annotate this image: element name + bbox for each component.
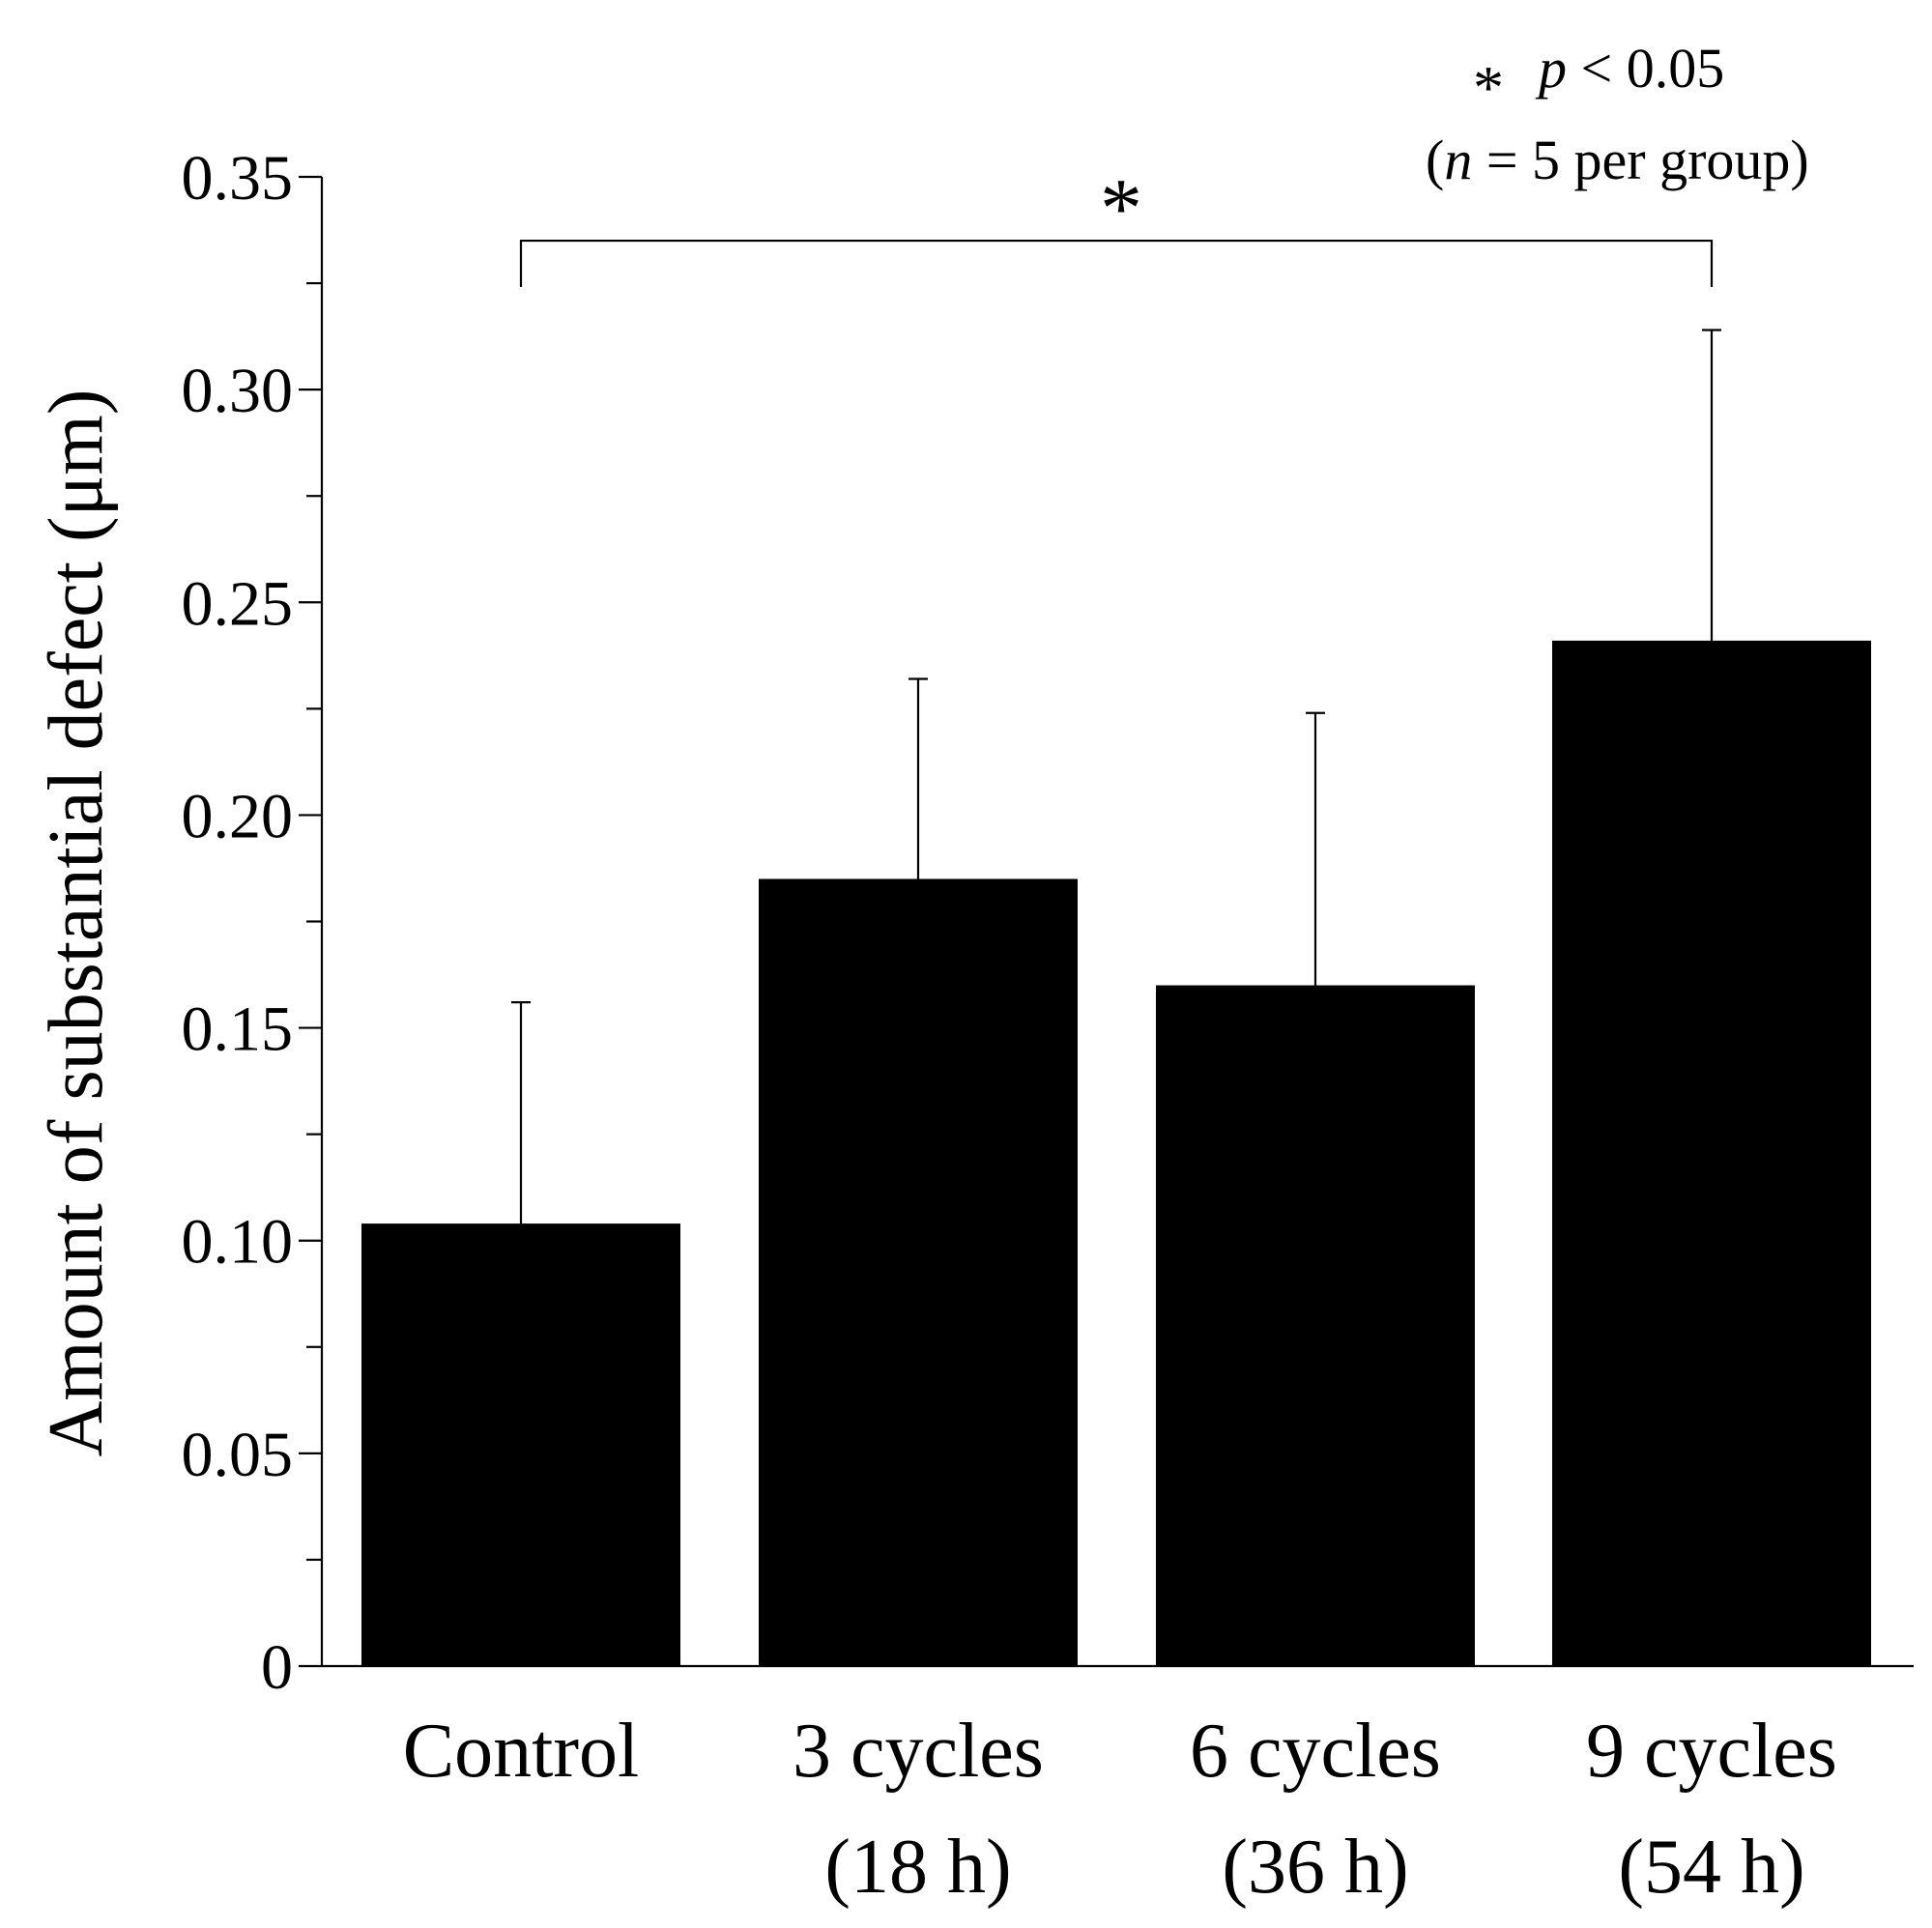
significance-note: * p < 0.05 (n = 5 per group)	[1426, 37, 1809, 191]
note-n-symbol: n	[1444, 129, 1472, 191]
note-p-value: p < 0.05	[1535, 37, 1724, 100]
error-bars	[511, 329, 1721, 1224]
note-n-open: (	[1426, 129, 1444, 191]
bar	[1552, 640, 1871, 1667]
y-tick-label: 0.20	[182, 781, 294, 851]
note-sample-size: (n = 5 per group)	[1426, 129, 1809, 191]
y-axis-title: Amount of substantial defect (μm)	[34, 389, 119, 1457]
bars	[361, 640, 1871, 1667]
x-tick-label-sub: (54 h)	[1618, 1825, 1804, 1910]
x-axis-labels: Control 3 cycles (18 h) 6 cycles (36 h) 9 cyc…	[403, 1709, 1837, 1910]
bar	[1156, 985, 1475, 1666]
x-tick-label: 3 cycles	[793, 1709, 1044, 1794]
bracket-line	[519, 239, 1714, 288]
significance-star: *	[1100, 162, 1142, 256]
x-tick-label-sub: (36 h)	[1222, 1825, 1408, 1910]
bar	[759, 878, 1078, 1666]
note-p-symbol: p	[1535, 37, 1567, 100]
note-p-text: < 0.05	[1567, 37, 1724, 100]
x-tick-label-sub: (18 h)	[824, 1825, 1011, 1910]
y-tick-label: 0.05	[182, 1420, 294, 1490]
y-tick-label: 0.35	[182, 143, 294, 214]
x-tick-label: 9 cycles	[1586, 1709, 1837, 1794]
x-tick-label: 6 cycles	[1190, 1709, 1441, 1794]
y-tick-label: 0.10	[182, 1207, 294, 1278]
y-tick-label: 0	[261, 1632, 293, 1703]
note-n-text: = 5 per group)	[1472, 129, 1808, 191]
y-tick-label: 0.25	[182, 568, 294, 639]
y-tick-label: 0.30	[182, 356, 294, 426]
note-star: *	[1473, 53, 1504, 122]
bar	[361, 1223, 680, 1666]
x-tick-label: Control	[403, 1709, 639, 1794]
y-axis-ticks: 0 0.05 0.10 0.15 0.20 0.25 0.30 0.35	[182, 143, 322, 1703]
y-tick-label: 0.15	[182, 994, 294, 1065]
significance-bracket: *	[519, 162, 1714, 288]
